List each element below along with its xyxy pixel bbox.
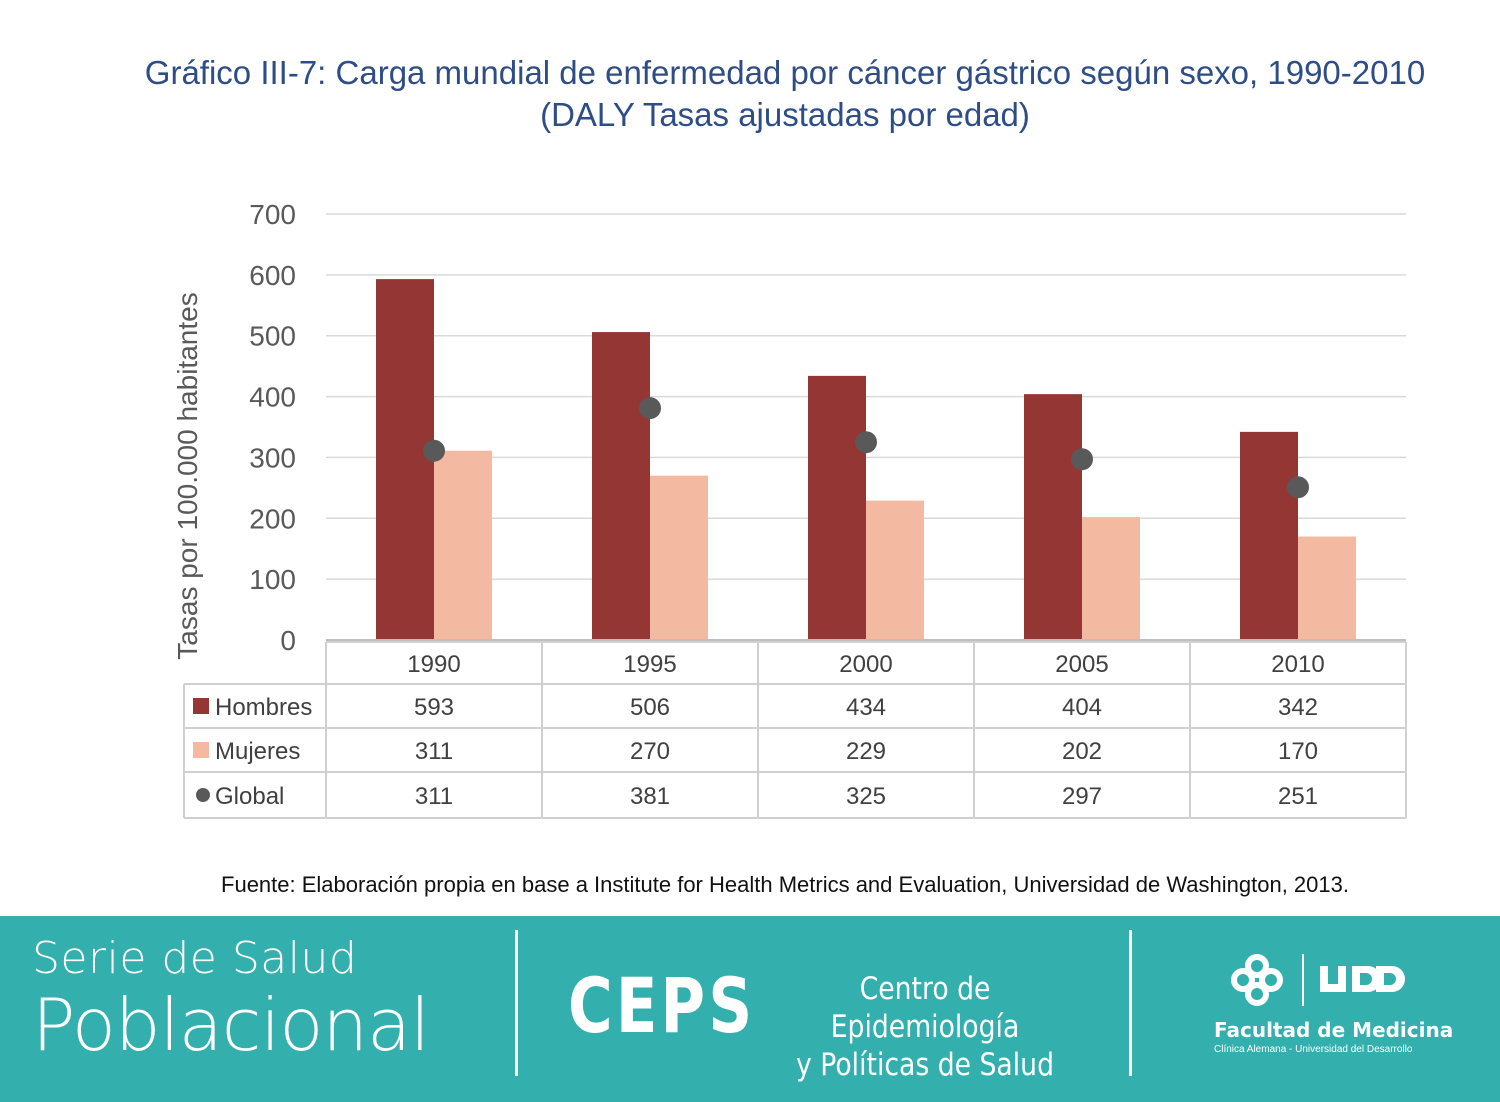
legend-key-mujeres bbox=[193, 742, 209, 758]
chart: 0 100 200 300 400 500 600 700 Tasas por 100.000 … bbox=[172, 199, 1407, 819]
y-tick-label: 100 bbox=[249, 564, 296, 595]
bar-hombres bbox=[1024, 394, 1082, 640]
data-table-value: 434 bbox=[846, 694, 886, 721]
y-tick-label: 0 bbox=[280, 625, 296, 656]
data-table-value: 311 bbox=[415, 738, 453, 765]
chart-title-line1: Gráfico III-7: Carga mundial de enfermed… bbox=[144, 54, 1426, 91]
data-table-value: 297 bbox=[1062, 783, 1102, 810]
bar-mujeres bbox=[434, 450, 492, 640]
data-table-value: 506 bbox=[630, 694, 670, 721]
source-note: Fuente: Elaboración propia en base a Ins… bbox=[221, 872, 1349, 897]
data-table-value: 251 bbox=[1278, 783, 1318, 810]
data-table-value: 593 bbox=[414, 694, 454, 721]
chart-title-line2: (DALY Tasas ajustadas por edad) bbox=[540, 96, 1030, 133]
bar-mujeres bbox=[1298, 536, 1356, 640]
legend-label: Hombres bbox=[215, 694, 312, 721]
chart-title: Gráfico III-7: Carga mundial de enfermed… bbox=[0, 52, 1500, 136]
data-table-value: 325 bbox=[846, 783, 886, 810]
data-table-value: 311 bbox=[415, 783, 453, 810]
bar-mujeres bbox=[1082, 517, 1140, 640]
legend-key-global bbox=[196, 788, 210, 802]
y-tick-label: 700 bbox=[249, 199, 296, 230]
footer-divider bbox=[1129, 930, 1132, 1076]
logo-divider bbox=[1302, 954, 1304, 1006]
footer-banner: Serie de Salud Poblacional CEPS Centro d… bbox=[0, 916, 1500, 1102]
y-tick-label: 300 bbox=[249, 442, 296, 473]
faculty-name: Facultad de Medicina bbox=[1214, 1018, 1454, 1042]
series-name-line2: Poblacional bbox=[32, 983, 430, 1067]
x-tick-label: 2005 bbox=[1055, 651, 1108, 678]
data-table-value: 270 bbox=[630, 738, 670, 765]
legend-label: Mujeres bbox=[215, 738, 300, 765]
faculty-subtitle: Clínica Alemana - Universidad del Desarr… bbox=[1214, 1044, 1413, 1055]
point-global bbox=[1287, 476, 1309, 499]
y-tick-label: 500 bbox=[249, 321, 296, 352]
bar-hombres bbox=[1240, 431, 1298, 640]
point-global bbox=[639, 397, 661, 420]
udd-emblem-icon bbox=[1231, 954, 1283, 1006]
x-tick-label: 2010 bbox=[1271, 651, 1324, 678]
bar-mujeres bbox=[650, 475, 708, 640]
data-table-value: 404 bbox=[1062, 694, 1102, 721]
footer-divider bbox=[515, 930, 518, 1076]
x-tick-label: 1990 bbox=[407, 651, 460, 678]
bar-hombres bbox=[592, 332, 650, 640]
ceps-full-name: Centro de Epidemiología y Políticas de S… bbox=[793, 970, 1056, 1084]
udd-wordmark bbox=[1320, 966, 1405, 992]
bar-mujeres bbox=[866, 500, 924, 640]
data-table-value: 170 bbox=[1278, 738, 1318, 765]
ceps-name-line1: Centro de Epidemiología bbox=[830, 971, 1020, 1045]
point-global bbox=[1071, 448, 1093, 471]
ceps-logo: CEPS bbox=[568, 961, 756, 1050]
y-tick-label: 600 bbox=[249, 260, 296, 291]
point-global bbox=[423, 439, 445, 462]
udd-logo bbox=[1231, 954, 1405, 1006]
ceps-name-line2: y Políticas de Salud bbox=[795, 1047, 1054, 1083]
bar-hombres bbox=[808, 375, 866, 640]
point-global bbox=[855, 431, 877, 454]
x-tick-label: 2000 bbox=[839, 651, 892, 678]
y-axis-label: Tasas por 100.000 habitantes bbox=[172, 292, 203, 659]
data-table-value: 202 bbox=[1062, 738, 1102, 765]
data-table-value: 229 bbox=[846, 738, 886, 765]
bar-hombres bbox=[376, 279, 434, 640]
y-tick-label: 400 bbox=[249, 382, 296, 413]
series-name-line1: Serie de Salud bbox=[32, 933, 358, 984]
legend-label: Global bbox=[215, 783, 284, 810]
legend-key-hombres bbox=[193, 698, 209, 714]
y-tick-label: 200 bbox=[249, 503, 296, 534]
data-table-value: 342 bbox=[1278, 694, 1318, 721]
data-table-value: 381 bbox=[630, 783, 670, 810]
x-tick-label: 1995 bbox=[623, 651, 676, 678]
